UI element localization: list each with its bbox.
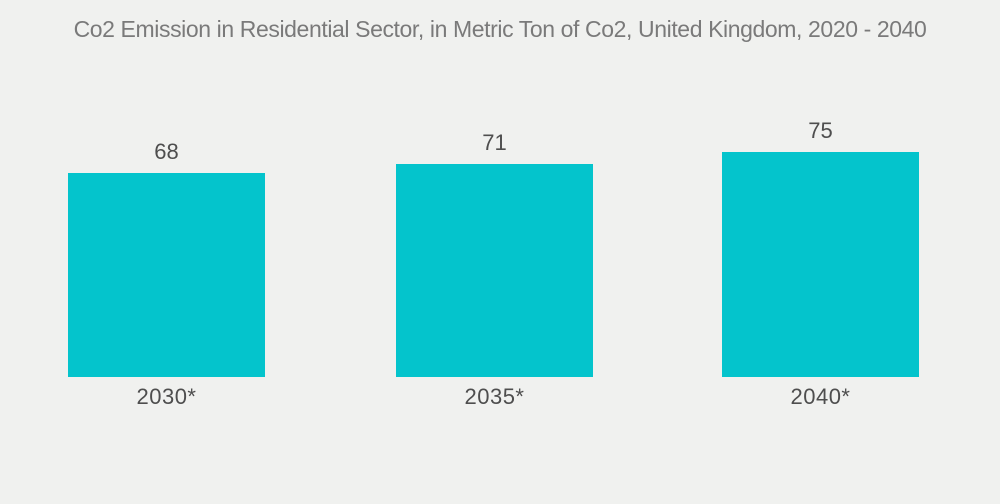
bar-2040 <box>722 152 919 377</box>
bar-2030 <box>68 173 265 377</box>
bar-value-label: 68 <box>154 139 179 164</box>
x-axis-label-2040: 2040* <box>790 384 851 409</box>
bar-group-2035: 71 <box>396 130 593 377</box>
chart-title: Co2 Emission in Residential Sector, in M… <box>73 16 927 42</box>
bar-2035 <box>396 164 593 377</box>
bar-value-label: 75 <box>808 118 833 143</box>
x-axis-label-2030: 2030* <box>136 384 197 409</box>
bar-group-2040: 75 <box>722 118 919 377</box>
bar-value-label: 71 <box>482 130 507 155</box>
x-axis-label-2035: 2035* <box>464 384 525 409</box>
bar-group-2030: 68 <box>68 139 265 377</box>
